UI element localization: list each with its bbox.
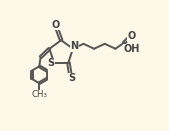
Text: OH: OH	[124, 44, 140, 54]
Text: O: O	[51, 20, 59, 30]
Text: CH₃: CH₃	[31, 90, 47, 99]
Text: S: S	[47, 58, 54, 68]
Text: S: S	[68, 73, 75, 83]
Text: O: O	[127, 31, 136, 41]
Text: N: N	[70, 41, 78, 51]
